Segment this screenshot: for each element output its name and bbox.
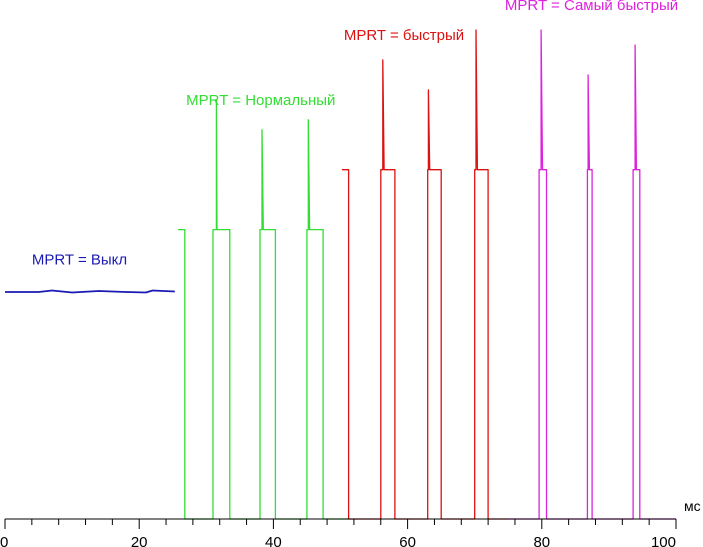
series-label-2: MPRT = Нормальный bbox=[186, 92, 335, 109]
series-line-2 bbox=[178, 99, 348, 520]
series-label-1: MPRT = Выкл bbox=[32, 252, 127, 269]
series-line-4 bbox=[508, 29, 676, 520]
series-layer bbox=[5, 29, 676, 520]
x-tick-label: 20 bbox=[131, 534, 148, 547]
series-label-3: MPRT = быстрый bbox=[344, 27, 464, 44]
x-axis-unit-label: мс bbox=[684, 498, 701, 514]
x-tick-label: 0 bbox=[0, 534, 8, 547]
x-tick-label: 40 bbox=[265, 534, 282, 547]
tick-layer: 0 20 40 60 80 100 bbox=[0, 519, 677, 547]
series-label-layer: MPRT = Выкл MPRT = Нормальный MPRT = быстр… bbox=[32, 0, 678, 269]
x-tick-label: 80 bbox=[533, 534, 550, 547]
series-label-4: MPRT = Самый быстрый bbox=[505, 0, 678, 14]
x-tick-label: 60 bbox=[399, 534, 416, 547]
series-line-3 bbox=[341, 29, 509, 520]
x-tick-label: 100 bbox=[651, 534, 676, 547]
series-line-1 bbox=[5, 289, 175, 294]
